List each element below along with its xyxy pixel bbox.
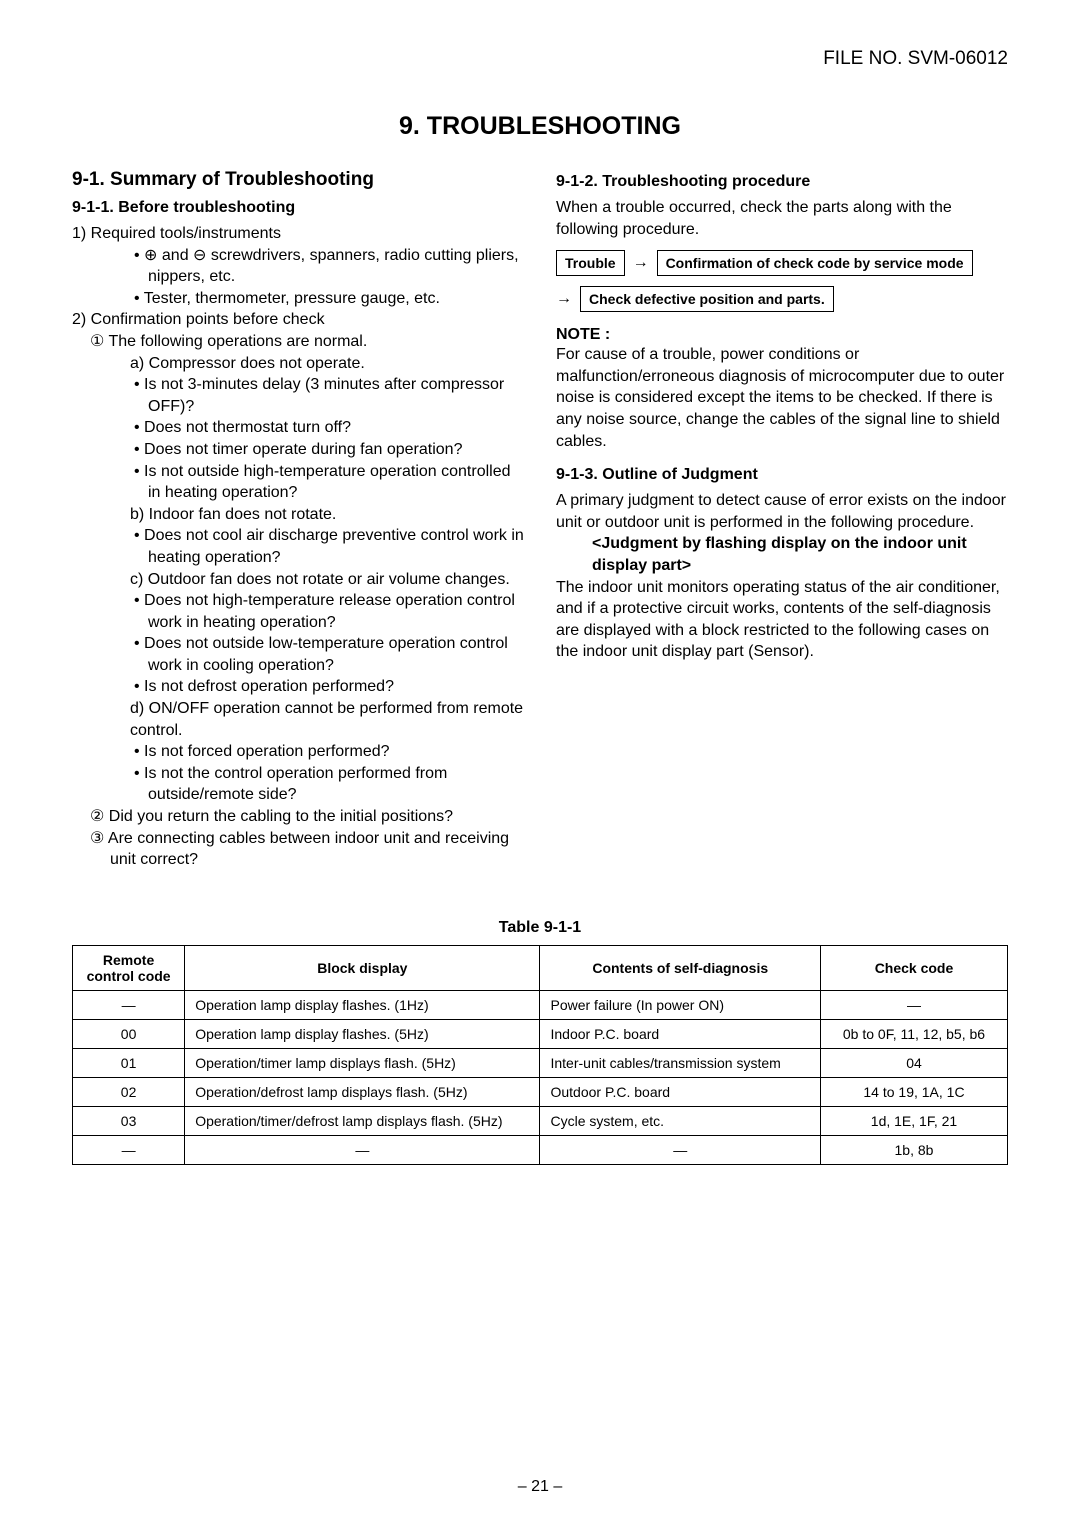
th-check: Check code [820,945,1007,990]
table-header-row: Remote control code Block display Conten… [73,945,1008,990]
flow-row-2: → Check defective position and parts. [556,286,1008,312]
content-columns: 9-1. Summary of Troubleshooting 9-1-1. B… [72,169,1008,871]
table-cell: 00 [73,1019,185,1048]
table-cell: Indoor P.C. board [540,1019,821,1048]
table-cell: 02 [73,1077,185,1106]
item2: 2) Confirmation points before check [72,309,524,331]
table-cell: Cycle system, etc. [540,1106,821,1135]
item2-a-b4: Is not outside high-temperature operatio… [148,461,524,504]
arrow-icon: → [633,254,649,272]
note-text: For cause of a trouble, power conditions… [556,344,1008,452]
page-number: – 21 – [0,1478,1080,1496]
table-cell: Power failure (In power ON) [540,990,821,1019]
table-cell: Inter-unit cables/transmission system [540,1048,821,1077]
table-row: —Operation lamp display flashes. (1Hz)Po… [73,990,1008,1019]
table-cell: — [185,1135,540,1164]
item2-a-b2: Does not thermostat turn off? [148,417,524,439]
file-number-header: FILE NO. SVM-06012 [72,48,1008,70]
item1: 1) Required tools/instruments [72,223,524,245]
th-remote: Remote control code [73,945,185,990]
table-wrapper: Table 9-1-1 Remote control code Block di… [72,919,1008,1165]
sub2-text: When a trouble occurred, check the parts… [556,197,1008,240]
item2-a-b3: Does not timer operate during fan operat… [148,439,524,461]
item2-d-b2: Is not the control operation performed f… [148,763,524,806]
table-cell: 14 to 19, 1A, 1C [820,1077,1007,1106]
table-row: 01Operation/timer lamp displays flash. (… [73,1048,1008,1077]
section-title: 9-1. Summary of Troubleshooting [72,169,524,191]
item1-bullet2: Tester, thermometer, pressure gauge, etc… [148,288,524,310]
item1-bullet1: ⊕ and ⊖ screwdrivers, spanners, radio cu… [148,245,524,288]
flow-box-trouble: Trouble [556,250,625,276]
table-cell: Outdoor P.C. board [540,1077,821,1106]
item2-d: d) ON/OFF operation cannot be performed … [130,698,524,741]
left-column: 9-1. Summary of Troubleshooting 9-1-1. B… [72,169,524,871]
item2-c-b2: Does not outside low-temperature operati… [148,633,524,676]
item2-circled3: ③ Are connecting cables between indoor u… [110,828,524,871]
table-cell: — [73,990,185,1019]
table-cell: Operation lamp display flashes. (1Hz) [185,990,540,1019]
sub3-text1: A primary judgment to detect cause of er… [556,490,1008,533]
arrow-icon: → [556,290,572,308]
note-label: NOTE : [556,326,1008,344]
th-block: Block display [185,945,540,990]
table-row: 03Operation/timer/defrost lamp displays … [73,1106,1008,1135]
item2-a-b1: Is not 3-minutes delay (3 minutes after … [148,374,524,417]
table-row: ———1b, 8b [73,1135,1008,1164]
table-cell: — [73,1135,185,1164]
right-column: 9-1-2. Troubleshooting procedure When a … [556,169,1008,871]
table-cell: Operation/timer lamp displays flash. (5H… [185,1048,540,1077]
item2-circled2: ② Did you return the cabling to the init… [110,806,524,828]
subsection-9-1-1-title: 9-1-1. Before troubleshooting [72,199,524,217]
item2-circled1: ① The following operations are normal. [110,331,524,353]
item2-b-b1: Does not cool air discharge preventive c… [148,525,524,568]
table-cell: 1b, 8b [820,1135,1007,1164]
sub3-bold: <Judgment by flashing display on the ind… [592,533,1008,576]
item2-c-b1: Does not high-temperature release operat… [148,590,524,633]
table-cell: 03 [73,1106,185,1135]
item2-c: c) Outdoor fan does not rotate or air vo… [130,569,524,591]
table-row: 00Operation lamp display flashes. (5Hz)I… [73,1019,1008,1048]
subsection-9-1-3-title: 9-1-3. Outline of Judgment [556,466,1008,484]
flow-box-check: Check defective position and parts. [580,286,834,312]
table-cell: 01 [73,1048,185,1077]
flow-row-1: Trouble → Confirmation of check code by … [556,250,1008,276]
main-title: 9. TROUBLESHOOTING [72,112,1008,141]
table-cell: Operation/timer/defrost lamp displays fl… [185,1106,540,1135]
table-cell: — [540,1135,821,1164]
table-cell: — [820,990,1007,1019]
diagnosis-table: Remote control code Block display Conten… [72,945,1008,1165]
item2-d-b1: Is not forced operation performed? [148,741,524,763]
subsection-9-1-2-title: 9-1-2. Troubleshooting procedure [556,173,1008,191]
flow-box-confirm: Confirmation of check code by service mo… [657,250,973,276]
table-cell: 0b to 0F, 11, 12, b5, b6 [820,1019,1007,1048]
item2-c-b3: Is not defrost operation performed? [148,676,524,698]
th-contents: Contents of self-diagnosis [540,945,821,990]
item2-b: b) Indoor fan does not rotate. [130,504,524,526]
table-row: 02Operation/defrost lamp displays flash.… [73,1077,1008,1106]
table-cell: Operation lamp display flashes. (5Hz) [185,1019,540,1048]
item2-a: a) Compressor does not operate. [130,353,524,375]
table-cell: 04 [820,1048,1007,1077]
sub3-text2: The indoor unit monitors operating statu… [556,577,1008,663]
table-title: Table 9-1-1 [72,919,1008,937]
table-cell: 1d, 1E, 1F, 21 [820,1106,1007,1135]
table-cell: Operation/defrost lamp displays flash. (… [185,1077,540,1106]
